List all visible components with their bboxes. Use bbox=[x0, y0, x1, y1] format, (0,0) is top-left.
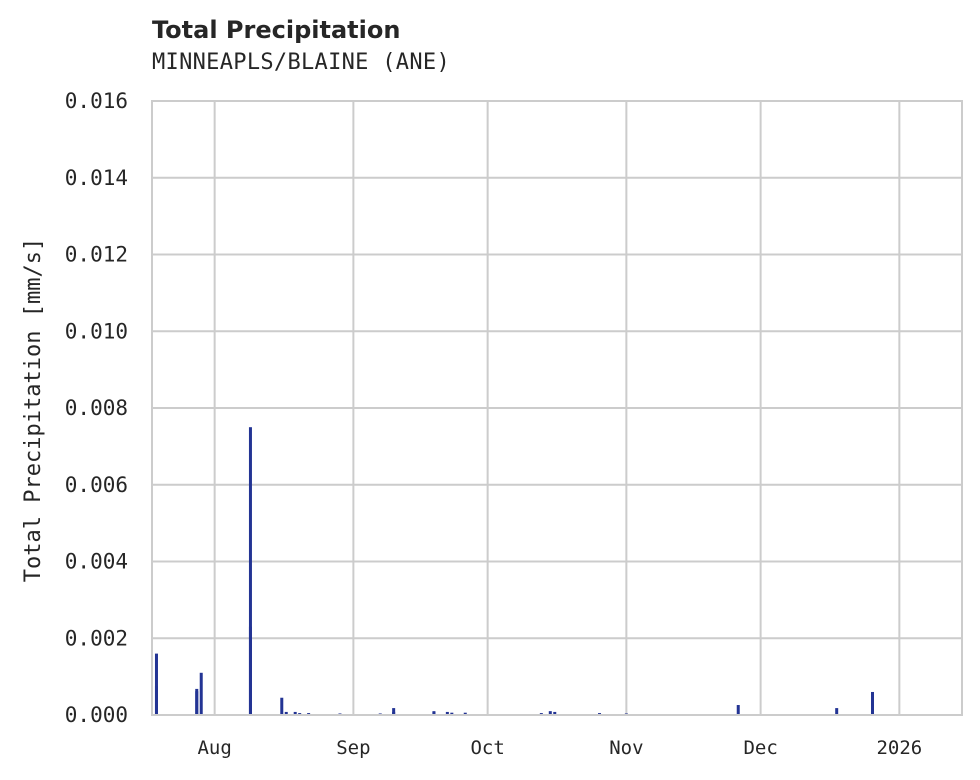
y-axis-ticks: 0.000 0.002 0.004 0.006 0.008 0.010 0.012 0.014… bbox=[65, 89, 128, 727]
precip-bar bbox=[195, 688, 199, 715]
precip-bar bbox=[870, 691, 874, 715]
precip-bar bbox=[293, 711, 297, 715]
x-tick-label: Aug bbox=[197, 737, 231, 759]
x-tick-label: Nov bbox=[609, 737, 643, 759]
precip-bar bbox=[154, 686, 158, 715]
precip-bar bbox=[248, 626, 252, 715]
y-tick-label: 0.010 bbox=[65, 319, 128, 343]
y-tick-label: 0.006 bbox=[65, 473, 128, 497]
x-axis-ticks: Aug Sep Oct Nov Dec 2026 bbox=[197, 737, 922, 759]
x-tick-label: Sep bbox=[336, 737, 370, 759]
precip-bar bbox=[284, 711, 288, 715]
precip-bar bbox=[835, 708, 839, 715]
precip-bar bbox=[392, 711, 396, 715]
chart-subtitle: MINNEAPLS/BLAINE (ANE) bbox=[152, 50, 450, 75]
x-tick-label: Oct bbox=[470, 737, 504, 759]
y-tick-label: 0.002 bbox=[65, 626, 128, 650]
precip-bar bbox=[548, 711, 552, 715]
y-tick-label: 0.004 bbox=[65, 550, 128, 574]
x-tick-label: Dec bbox=[743, 737, 777, 759]
plot-frame bbox=[151, 100, 963, 716]
precip-bar bbox=[445, 711, 449, 715]
precip-bar bbox=[463, 712, 467, 715]
precip-bar bbox=[432, 711, 436, 715]
x-tick-label: 2026 bbox=[876, 737, 922, 759]
precip-bar bbox=[450, 712, 454, 715]
precip-bar bbox=[280, 697, 284, 715]
y-tick-label: 0.008 bbox=[65, 396, 128, 420]
precip-bar bbox=[154, 653, 158, 715]
data-series bbox=[154, 427, 874, 715]
precip-bar bbox=[392, 708, 396, 715]
y-tick-label: 0.016 bbox=[65, 89, 128, 113]
precip-bar bbox=[248, 427, 252, 715]
chart-title: Total Precipitation bbox=[152, 16, 401, 44]
y-axis-label: Total Precipitation [mm/s] bbox=[21, 238, 46, 582]
y-tick-label: 0.014 bbox=[65, 166, 128, 190]
precip-bar bbox=[199, 672, 203, 715]
grid-lines bbox=[152, 100, 962, 716]
precip-bar bbox=[553, 711, 557, 715]
y-tick-label: 0.000 bbox=[65, 703, 128, 727]
precip-bar bbox=[736, 705, 740, 715]
y-tick-label: 0.012 bbox=[65, 243, 128, 267]
